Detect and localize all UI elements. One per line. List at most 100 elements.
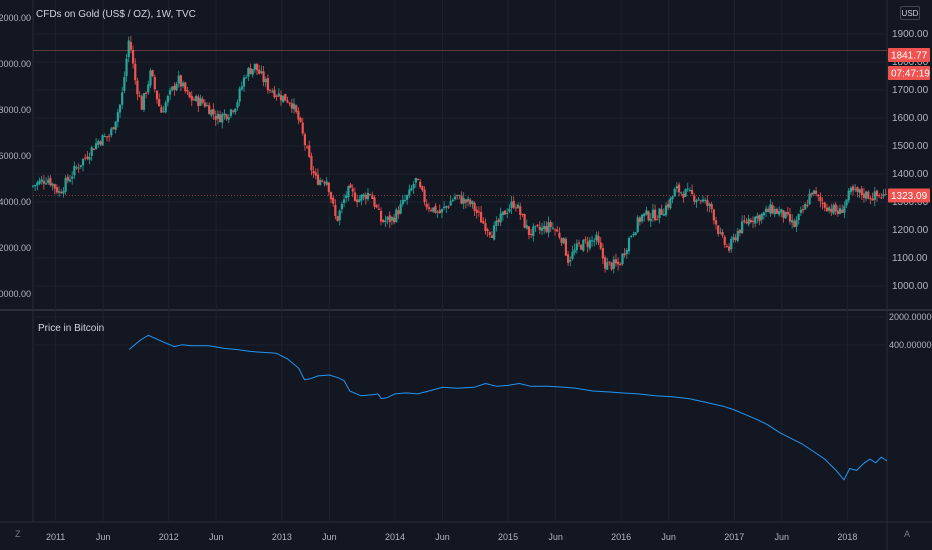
candle-body: [738, 229, 742, 233]
candle-body: [875, 190, 879, 197]
candle-body: [632, 234, 635, 236]
candle-body: [408, 189, 411, 196]
candle-body: [571, 251, 574, 259]
candle-body: [423, 189, 426, 203]
candle-body: [242, 77, 246, 87]
candle-body: [791, 219, 794, 223]
candle-body: [484, 223, 487, 231]
right-tick-label: 1000.00: [892, 281, 929, 292]
candle-body: [305, 146, 309, 148]
candle-body: [319, 179, 322, 185]
candle-body: [338, 210, 341, 221]
candle-body: [656, 219, 659, 221]
candle-body: [116, 112, 119, 122]
candle-body: [747, 218, 750, 225]
time-tick-label: Jun: [661, 532, 676, 542]
candle-body: [131, 50, 135, 64]
candle-body: [297, 110, 300, 120]
candle-body: [247, 68, 250, 77]
candle-body: [216, 113, 219, 119]
candle-body: [440, 208, 444, 213]
candle-body: [158, 99, 161, 107]
candle-body: [210, 109, 213, 116]
candle-body: [81, 158, 85, 166]
candle-body: [817, 194, 820, 197]
candle-body: [329, 192, 333, 200]
candle-body: [447, 206, 450, 208]
currency-selector[interactable]: USD: [900, 6, 920, 20]
right-tick-label: 1600.00: [892, 113, 929, 124]
last-price-badge-bg: [888, 188, 930, 203]
candle-body: [445, 206, 448, 208]
candle-body: [312, 171, 315, 174]
candle-body: [436, 211, 439, 213]
candle-body: [458, 194, 461, 196]
candle-body: [654, 209, 657, 221]
candle-body: [488, 232, 491, 235]
candle-body: [342, 199, 346, 203]
candle-body: [769, 204, 772, 214]
candle-body: [360, 194, 363, 201]
candle-body: [614, 259, 618, 264]
candle-body: [849, 187, 852, 193]
candle-body: [129, 41, 132, 50]
candle-body: [778, 211, 781, 215]
candle-body: [619, 263, 622, 266]
candle-body: [84, 157, 87, 159]
candle-body: [686, 188, 689, 190]
candle-body: [229, 109, 233, 116]
candle-body: [821, 202, 824, 204]
time-tick-label: Jun: [209, 532, 224, 542]
candle-body: [771, 205, 774, 214]
candle-body: [73, 166, 76, 176]
candle-body: [362, 194, 365, 197]
candle-body: [181, 82, 185, 87]
zoom-corner-button[interactable]: Z: [15, 529, 21, 539]
candle-body: [155, 90, 159, 100]
time-tick-label: Jun: [775, 532, 790, 542]
candle-body: [388, 215, 391, 223]
sub-tick-label: 2000.000000: [889, 312, 932, 322]
candle-body: [756, 215, 759, 219]
candle-body: [780, 208, 783, 213]
candle-body: [377, 208, 380, 210]
candle-body: [477, 211, 481, 213]
time-tick-label: Jun: [435, 532, 450, 542]
high-price-badge-bg: [888, 48, 930, 62]
candle-body: [86, 156, 89, 159]
candle-body: [640, 214, 644, 222]
candle-body: [475, 209, 478, 213]
candle-body: [482, 221, 485, 224]
last-price-badge: 1323.09: [891, 191, 928, 202]
candle-body: [347, 186, 350, 198]
candle-body: [843, 205, 846, 213]
candle-body: [530, 233, 533, 235]
candle-body: [782, 210, 785, 218]
candle-body: [253, 63, 256, 70]
candle-body: [136, 80, 139, 95]
candle-body: [749, 219, 752, 223]
candle-body: [386, 216, 389, 220]
left-tick-label: 34000.00: [0, 197, 31, 207]
time-axis: 2011 Jun 2012 Jun 2013 Jun 2014 Jun 2015 Jun 2016 J…: [46, 532, 857, 542]
candle-body: [271, 91, 274, 93]
candle-body: [567, 254, 570, 263]
candle-body: [369, 194, 372, 196]
candle-body: [558, 232, 561, 238]
candle-body: [103, 135, 106, 137]
candle-body: [810, 192, 813, 195]
candle-body: [510, 201, 513, 209]
candle-body: [140, 96, 143, 110]
candle-body: [701, 199, 705, 202]
candle-body: [551, 227, 554, 229]
candle-body: [784, 211, 787, 219]
candle-body: [479, 212, 483, 223]
auto-scale-button[interactable]: A: [904, 529, 910, 539]
candle-body: [569, 260, 572, 262]
candle-body: [303, 134, 307, 146]
candle-body: [878, 195, 881, 197]
candle-body: [395, 209, 398, 222]
candle-body: [856, 187, 859, 192]
